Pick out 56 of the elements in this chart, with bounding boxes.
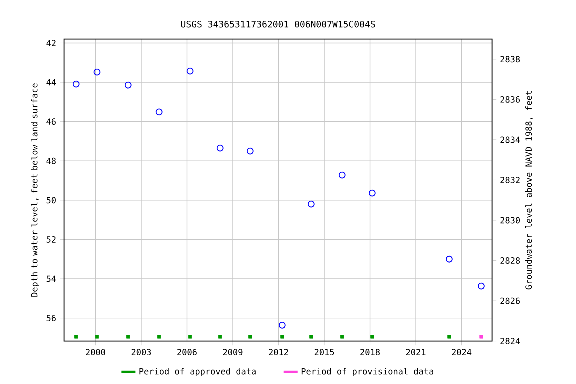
y2-tick-label: 2828 xyxy=(500,258,520,264)
y-tick-label: 52 xyxy=(46,236,56,243)
point xyxy=(188,335,192,339)
y2-axis-title: Groundwater level above NAVD 1988, feet xyxy=(525,91,534,290)
y2-tick-label: 2838 xyxy=(500,56,520,63)
x-tick-label: 2009 xyxy=(223,349,243,356)
point xyxy=(186,68,194,75)
point xyxy=(156,108,163,116)
point xyxy=(280,335,284,339)
y-axis-title: Depth to water level, feet below land surface xyxy=(31,84,40,297)
x-tick-label: 2003 xyxy=(132,349,152,356)
point xyxy=(218,335,222,339)
point xyxy=(478,282,485,290)
x-tick-label: 2015 xyxy=(314,349,334,356)
point xyxy=(72,80,80,88)
point xyxy=(370,335,374,339)
chart-title: USGS 343653117362001 006N007W15C004S xyxy=(181,20,376,28)
x-tick-label: 2024 xyxy=(452,349,472,356)
point xyxy=(95,335,100,339)
x-tick-label: 2000 xyxy=(86,349,106,356)
legend-label: Period of provisional data xyxy=(302,368,434,376)
x-tick-label: 2021 xyxy=(406,349,426,356)
point xyxy=(216,144,224,152)
point xyxy=(124,82,132,89)
point xyxy=(310,335,314,339)
point xyxy=(338,172,346,179)
point xyxy=(340,335,344,339)
x-tick-label: 2006 xyxy=(178,349,197,356)
y2-tick-label: 2834 xyxy=(500,136,520,144)
y-tick-label: 46 xyxy=(46,118,56,126)
y-tick-label: 42 xyxy=(46,40,56,46)
point xyxy=(308,200,315,208)
y-tick-label: 44 xyxy=(46,79,56,86)
point xyxy=(158,335,162,339)
point xyxy=(448,335,452,339)
point xyxy=(126,335,130,339)
y-tick-label: 56 xyxy=(46,315,56,322)
y-tick-label: 54 xyxy=(46,276,56,282)
point xyxy=(278,322,286,329)
point xyxy=(480,335,484,339)
point xyxy=(246,148,254,155)
point xyxy=(368,190,376,197)
y2-tick-label: 2832 xyxy=(500,177,520,184)
y2-tick-label: 2824 xyxy=(500,338,520,345)
y2-tick-label: 2826 xyxy=(500,298,520,304)
y-tick-label: 50 xyxy=(46,197,56,204)
point xyxy=(446,256,453,263)
x-tick-label: 2018 xyxy=(360,349,380,356)
y-tick-label: 48 xyxy=(46,158,56,164)
legend-label: Period of approved data xyxy=(140,368,256,376)
y2-tick-label: 2836 xyxy=(500,96,520,103)
y2-tick-label: 2830 xyxy=(500,217,520,224)
x-tick-label: 2012 xyxy=(269,349,288,356)
point xyxy=(74,335,78,339)
point xyxy=(248,335,252,339)
point xyxy=(94,68,101,76)
